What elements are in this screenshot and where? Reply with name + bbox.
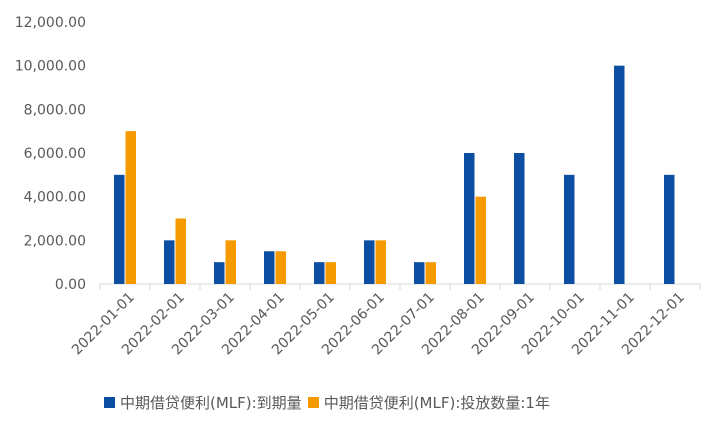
legend-swatch-maturity: [104, 397, 115, 408]
bar-maturity: [164, 240, 175, 284]
y-tick-label: 0.00: [55, 277, 86, 293]
legend-item-issuance: 中期借贷便利(MLF):投放数量:1年: [307, 392, 550, 413]
bar-issuance: [275, 251, 286, 284]
bar-issuance: [475, 196, 486, 284]
bar-maturity: [364, 240, 375, 284]
bar-maturity: [314, 262, 325, 284]
y-axis: 0.00 2,000.00 4,000.00 6,000.00 8,000.00 10,0…: [15, 15, 86, 293]
bar-maturity: [514, 153, 525, 284]
bar-issuance: [375, 240, 386, 284]
bar-issuance: [225, 240, 236, 284]
bar-issuance: [425, 262, 436, 284]
bar-maturity: [264, 251, 275, 284]
bar-maturity: [414, 262, 425, 284]
bar-issuance: [175, 218, 186, 284]
legend-label-maturity: 中期借贷便利(MLF):到期量: [120, 394, 302, 412]
legend-label-issuance: 中期借贷便利(MLF):投放数量:1年: [323, 394, 550, 412]
bar-maturity: [664, 174, 675, 284]
bar-issuance: [325, 262, 336, 284]
y-tick-label: 12,000.00: [15, 15, 86, 31]
bar-issuance: [125, 131, 136, 284]
bars-group: [114, 65, 675, 285]
bar-maturity: [614, 65, 625, 285]
x-axis: 2022-01-012022-02-012022-03-012022-04-01…: [69, 283, 701, 358]
y-tick-label: 4,000.00: [24, 190, 86, 206]
legend-swatch-issuance: [307, 397, 319, 408]
y-tick-label: 6,000.00: [24, 146, 86, 162]
bar-maturity: [114, 174, 125, 284]
y-tick-label: 2,000.00: [24, 233, 86, 249]
y-tick-label: 8,000.00: [24, 102, 86, 118]
bar-maturity: [464, 153, 475, 284]
legend-item-maturity: 中期借贷便利(MLF):到期量: [104, 392, 302, 413]
legend: 中期借贷便利(MLF):到期量 中期借贷便利(MLF):投放数量:1年: [104, 392, 550, 413]
bar-maturity: [564, 174, 575, 284]
y-tick-label: 10,000.00: [15, 59, 86, 75]
bar-maturity: [214, 262, 225, 284]
